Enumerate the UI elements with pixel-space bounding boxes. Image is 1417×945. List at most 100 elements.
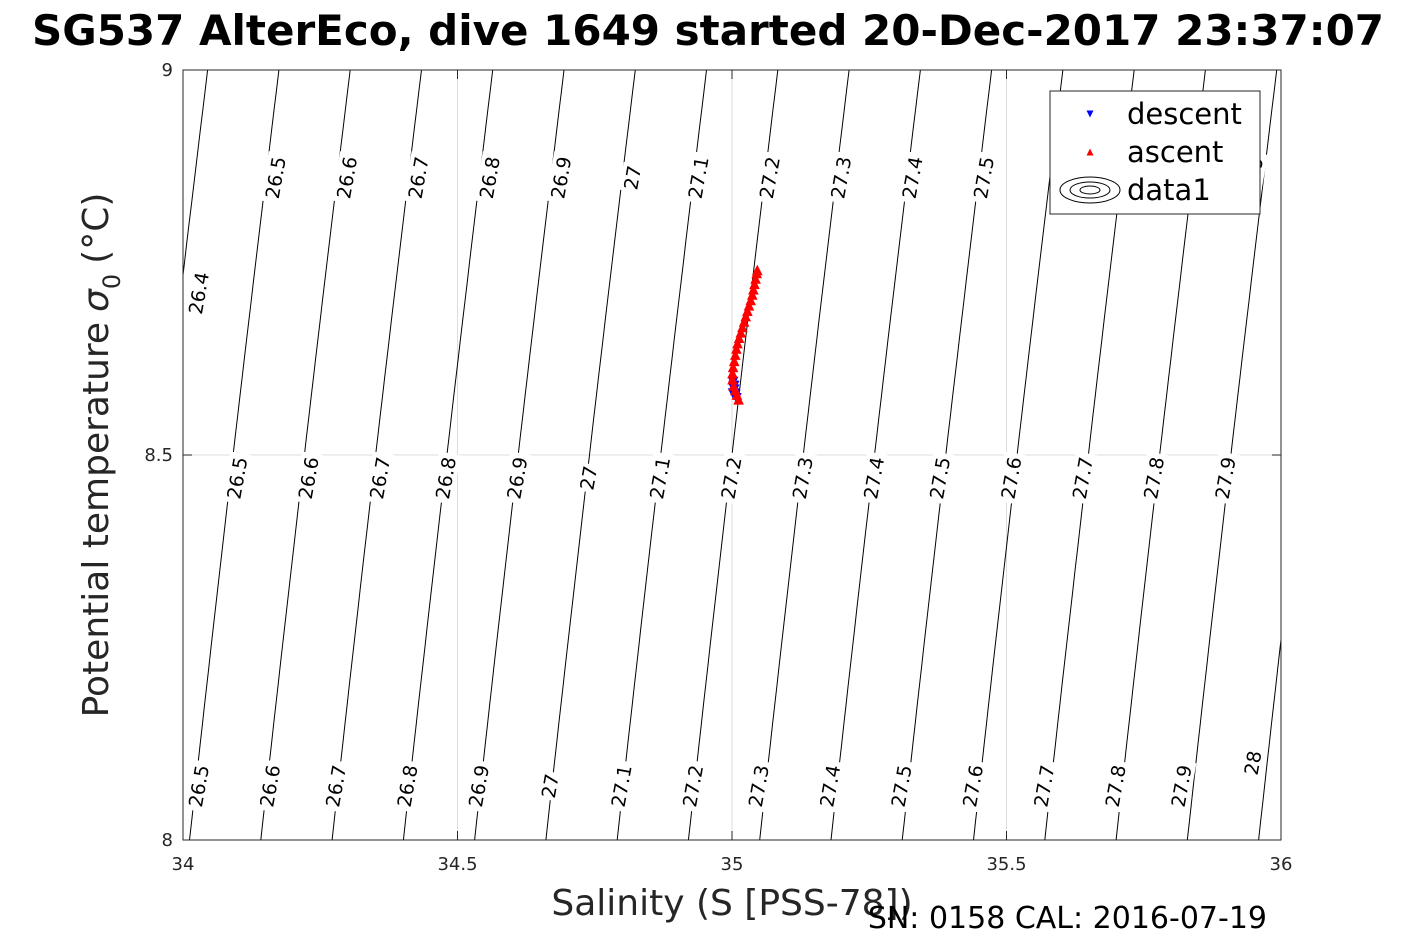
y-axis-label: Potential temperature σ0 (°C) — [76, 193, 126, 718]
contour-label: 27.6 — [957, 759, 988, 813]
contour-label: 27.4 — [814, 759, 845, 813]
ascent-point — [749, 278, 760, 290]
contour-label-bg — [677, 759, 708, 813]
contour-label-text: 26.7 — [322, 763, 351, 808]
contour-label: 27.6 — [995, 451, 1027, 505]
contour-label: 27.8 — [1100, 759, 1131, 813]
contour-label: 26.5 — [183, 759, 214, 813]
ascent-point — [727, 373, 738, 385]
contour-label-text: 27.3 — [789, 455, 818, 500]
legend-contour-icon — [1069, 181, 1111, 199]
contour-label-text: 27.2 — [717, 455, 746, 500]
contour-label: 28 — [1239, 747, 1267, 779]
contour-label-bg — [1138, 451, 1169, 505]
ascent-point — [731, 343, 742, 354]
contour-label-bg — [957, 759, 988, 813]
contour-label: 27.1 — [682, 151, 714, 205]
x-axis-label: Salinity (S [PSS-78]) — [551, 883, 912, 924]
contour-label-bg — [606, 759, 637, 813]
ascent-point — [750, 273, 761, 284]
y-axis-ticks: 88.59 — [144, 60, 1281, 851]
y-axis-label-symbol: σ — [76, 288, 117, 312]
contour-label-bg — [320, 759, 351, 813]
contour-label-text: 26.6 — [295, 455, 324, 500]
ascent-point — [733, 332, 745, 343]
contour-label-bg — [886, 759, 917, 813]
contour-label: 27.5 — [924, 451, 955, 505]
contour-label-bg — [618, 161, 646, 194]
x-axis-ticks: 34 34.5 35 35.5 36 — [172, 70, 1293, 875]
contour-label: 26.9 — [545, 151, 576, 205]
legend-item-data1[interactable]: data1 — [1059, 173, 1211, 207]
contour-label-bg — [254, 759, 285, 813]
contour-label-bg — [221, 451, 253, 505]
contour-label-bg — [743, 759, 774, 813]
contour-label-bg — [968, 151, 999, 205]
legend[interactable]: descent ascent data1 — [1049, 90, 1261, 215]
contour-label-bg — [545, 151, 576, 205]
contour-label: 27.9 — [1166, 759, 1197, 813]
contour-label-bg — [1067, 451, 1098, 505]
contour-label-bg — [897, 151, 928, 205]
legend-label: ascent — [1127, 135, 1223, 169]
contour-label: 27.2 — [677, 759, 708, 813]
legend-item-descent[interactable]: descent — [1086, 97, 1242, 131]
contour-label-bg — [644, 451, 675, 505]
contour-label: 27.1 — [606, 759, 637, 813]
contour-label-text: 26.4 — [185, 271, 214, 316]
contour-label: 27 — [536, 770, 564, 802]
contour-label: 27.4 — [858, 451, 889, 505]
contour-label: 26.9 — [501, 451, 532, 505]
contour-label-text: 26.8 — [432, 455, 461, 500]
data-series — [727, 264, 763, 405]
contour-label-bg — [715, 451, 747, 505]
y-axis-label-main: Potential temperature — [76, 322, 117, 717]
contour-label: 26.5 — [221, 451, 253, 505]
contour-label-bg — [858, 451, 889, 505]
contour-label-bg — [1100, 759, 1131, 813]
contour-label: 27 — [618, 161, 646, 194]
y-axis-label-group: Potential temperature σ0 (°C) — [76, 193, 126, 718]
legend-item-ascent[interactable]: ascent — [1086, 135, 1224, 169]
contour-label-text: 26.9 — [465, 763, 494, 808]
contour-label-text: 26.5 — [185, 763, 214, 808]
ascent-point — [727, 361, 739, 373]
contour-label-text: 27.6 — [959, 763, 988, 808]
contour-label-text: 27.8 — [1102, 763, 1131, 808]
contour-label: 26.8 — [391, 759, 423, 813]
y-tick-label: 8.5 — [144, 445, 173, 466]
contour-label: 26.5 — [260, 151, 291, 205]
legend-contour-icon — [1059, 176, 1121, 204]
ascent-point — [735, 326, 747, 338]
contour-label-bg — [183, 759, 214, 813]
ascent-point — [729, 349, 741, 360]
ascent-point — [751, 264, 763, 276]
x-tick-label: 36 — [1270, 854, 1293, 875]
contour-label-bg — [430, 451, 461, 505]
contour-label-text: 27.1 — [608, 763, 637, 808]
contour-label-text: 27.1 — [646, 455, 675, 500]
y-tick-label: 9 — [162, 60, 173, 81]
contour-label-bg — [1209, 451, 1241, 505]
contour-label-text: 26.6 — [333, 155, 362, 200]
contour-label-text: 26.8 — [476, 155, 505, 200]
isopycnal-line — [545, 70, 636, 840]
contour-label-bg — [402, 151, 434, 205]
contour-label-text: 27.4 — [860, 455, 889, 500]
contour-label: 27 — [575, 462, 602, 494]
contour-label-bg — [1166, 759, 1197, 813]
contour-label: 26.6 — [331, 151, 362, 205]
contour-label-bg — [787, 451, 818, 505]
x-tick-label: 34.5 — [437, 854, 477, 875]
contour-label: 27.9 — [1209, 451, 1241, 505]
contour-label: 26.6 — [293, 451, 324, 505]
legend-label: data1 — [1127, 173, 1211, 207]
legend-descent-marker — [1086, 110, 1094, 118]
contour-label: 26.7 — [320, 759, 351, 813]
contour-label-bg — [995, 451, 1027, 505]
contour-label-text: 26.9 — [547, 155, 576, 200]
contour-label-text: 27.1 — [685, 155, 714, 200]
y-tick-label: 8 — [162, 830, 173, 851]
contour-label-text: 27 — [576, 464, 602, 492]
